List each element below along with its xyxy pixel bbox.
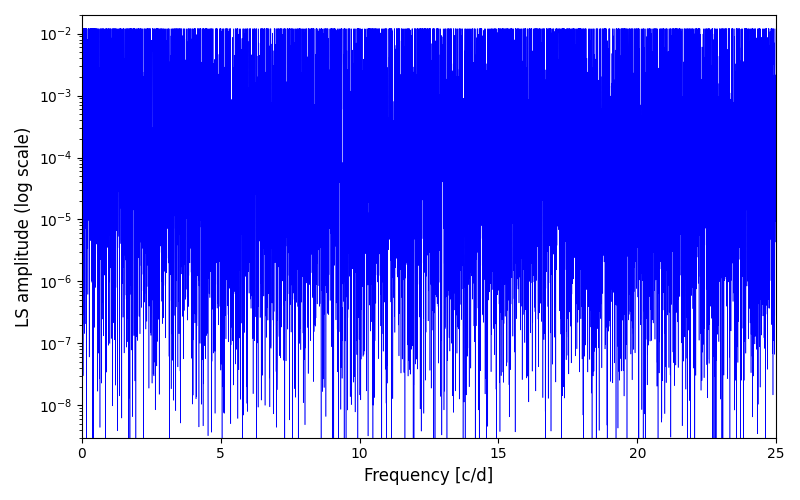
Y-axis label: LS amplitude (log scale): LS amplitude (log scale) <box>15 126 33 326</box>
X-axis label: Frequency [c/d]: Frequency [c/d] <box>364 467 494 485</box>
